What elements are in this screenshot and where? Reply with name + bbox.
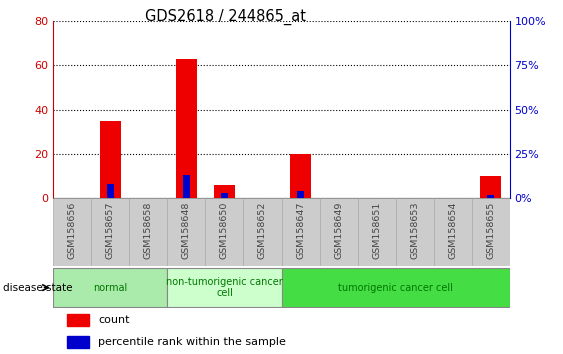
Bar xyxy=(67,336,89,348)
Text: non-tumorigenic cancer
cell: non-tumorigenic cancer cell xyxy=(166,277,283,298)
Bar xyxy=(480,176,501,198)
FancyBboxPatch shape xyxy=(358,198,395,266)
FancyBboxPatch shape xyxy=(91,198,129,266)
Text: GSM158653: GSM158653 xyxy=(410,202,419,259)
Text: GSM158647: GSM158647 xyxy=(296,202,305,259)
Text: GSM158654: GSM158654 xyxy=(448,202,457,259)
FancyBboxPatch shape xyxy=(282,198,320,266)
Bar xyxy=(176,59,197,198)
FancyBboxPatch shape xyxy=(129,198,168,266)
Text: GSM158650: GSM158650 xyxy=(220,202,229,259)
Text: GDS2618 / 244865_at: GDS2618 / 244865_at xyxy=(145,9,306,25)
FancyBboxPatch shape xyxy=(395,198,434,266)
FancyBboxPatch shape xyxy=(434,198,472,266)
FancyBboxPatch shape xyxy=(205,198,243,266)
FancyBboxPatch shape xyxy=(320,198,358,266)
FancyBboxPatch shape xyxy=(53,268,168,307)
Text: count: count xyxy=(98,315,129,325)
Text: tumorigenic cancer cell: tumorigenic cancer cell xyxy=(338,282,453,293)
FancyBboxPatch shape xyxy=(243,198,282,266)
Bar xyxy=(290,154,311,198)
Text: GSM158648: GSM158648 xyxy=(182,202,191,259)
Text: GSM158652: GSM158652 xyxy=(258,202,267,259)
FancyBboxPatch shape xyxy=(168,198,205,266)
Text: GSM158658: GSM158658 xyxy=(144,202,153,259)
Bar xyxy=(214,185,235,198)
FancyBboxPatch shape xyxy=(282,268,510,307)
FancyBboxPatch shape xyxy=(472,198,510,266)
FancyBboxPatch shape xyxy=(168,268,282,307)
Text: percentile rank within the sample: percentile rank within the sample xyxy=(98,337,286,347)
Text: GSM158649: GSM158649 xyxy=(334,202,343,259)
Bar xyxy=(297,191,304,198)
Text: GSM158651: GSM158651 xyxy=(372,202,381,259)
Bar xyxy=(487,195,494,198)
Bar xyxy=(67,314,89,326)
Bar xyxy=(221,193,228,198)
Bar xyxy=(183,175,190,198)
Text: disease state: disease state xyxy=(3,282,72,293)
Text: GSM158657: GSM158657 xyxy=(106,202,115,259)
Text: GSM158655: GSM158655 xyxy=(486,202,495,259)
Text: GSM158656: GSM158656 xyxy=(68,202,77,259)
Text: normal: normal xyxy=(93,282,128,293)
Bar xyxy=(100,121,121,198)
Bar xyxy=(107,184,114,198)
FancyBboxPatch shape xyxy=(53,198,91,266)
